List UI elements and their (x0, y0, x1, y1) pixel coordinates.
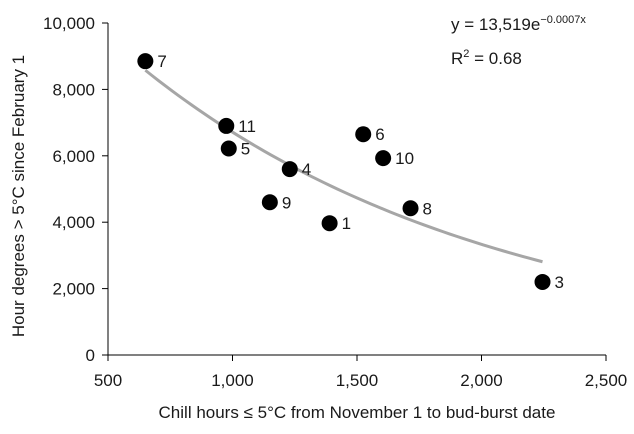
y-tick-label: 2,000 (52, 280, 95, 299)
data-point (355, 126, 371, 142)
r-squared-label: R2 = 0.68 (451, 48, 522, 68)
x-tick-label: 1,500 (336, 371, 379, 390)
y-tick-label: 8,000 (52, 80, 95, 99)
data-point (218, 118, 234, 134)
axes (108, 23, 606, 355)
x-tick-label: 500 (94, 371, 122, 390)
data-point (375, 150, 391, 166)
data-point-label: 11 (238, 117, 256, 136)
data-point (282, 161, 298, 177)
x-tick-label: 2,000 (460, 371, 503, 390)
y-axis-title: Hour degrees > 5°C since February 1 (9, 55, 28, 337)
y-tick-label: 4,000 (52, 213, 95, 232)
y-tick-label: 10,000 (43, 14, 95, 33)
r-squared-prefix: R (451, 49, 463, 68)
x-tick-label: 2,500 (585, 371, 628, 390)
data-point-label: 8 (423, 199, 432, 218)
data-point-label: 5 (241, 139, 250, 158)
ticks: 500 1,000 1,500 2,000 2,500 0 2,000 4,000 6,000 8… (43, 14, 627, 390)
x-tick-label: 1,000 (211, 371, 254, 390)
data-point (535, 274, 551, 290)
data-point-label: 7 (157, 52, 166, 71)
data-point-label: 6 (375, 125, 384, 144)
data-point (137, 53, 153, 69)
data-point-label: 4 (302, 160, 311, 179)
x-axis-title: Chill hours ≤ 5°C from November 1 to bud… (159, 403, 556, 422)
data-point-label: 3 (555, 273, 564, 292)
r-squared-suffix: = 0.68 (469, 49, 521, 68)
data-point (322, 215, 338, 231)
y-tick-label: 6,000 (52, 147, 95, 166)
data-point (403, 200, 419, 216)
data-point (221, 140, 237, 156)
trendline-equation: y = 13,519e−0.0007x (451, 14, 586, 34)
data-point-label: 9 (282, 193, 291, 212)
data-point (262, 194, 278, 210)
data-point-label: 10 (395, 149, 414, 168)
y-tick-label: 0 (86, 346, 95, 365)
equation-prefix: y = 13,519e (451, 15, 540, 34)
data-point-label: 1 (342, 214, 351, 233)
equation-exponent: −0.0007x (540, 14, 586, 26)
data-points: 7 11 5 49 1 6 10 8 3 (137, 52, 564, 292)
